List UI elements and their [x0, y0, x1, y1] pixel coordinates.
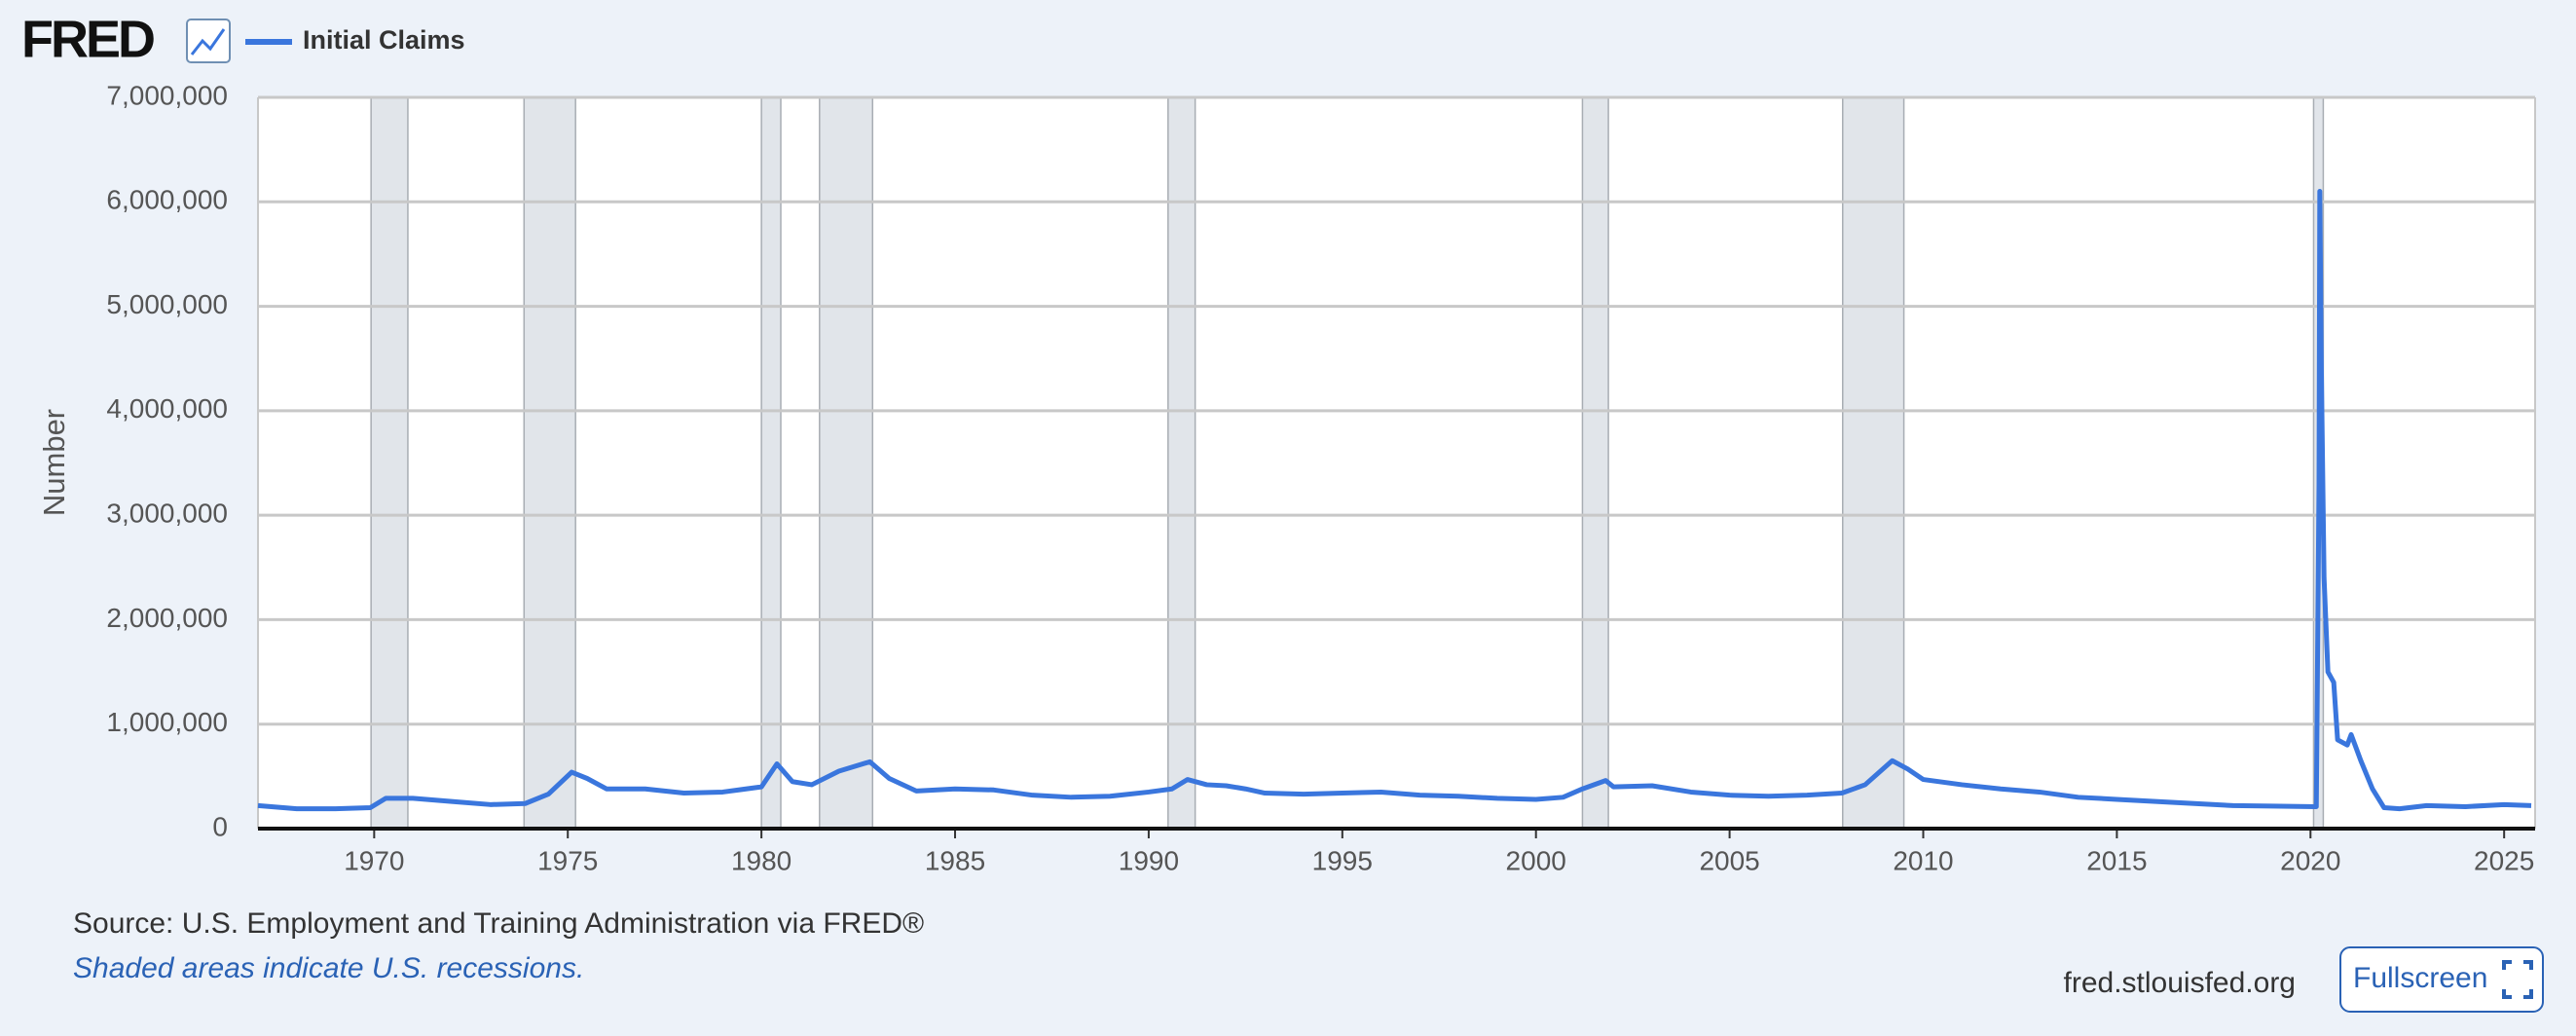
fullscreen-label[interactable]: Fullscreen — [2353, 962, 2487, 994]
y-tick-label: 4,000,000 — [106, 393, 228, 424]
recession-band — [370, 96, 409, 830]
x-tick-label: 1975 — [537, 845, 598, 875]
series-line — [257, 189, 2532, 812]
fullscreen-button[interactable]: Fullscreen — [2339, 946, 2544, 1013]
y-tick-label: 0 — [212, 811, 228, 841]
x-tick-label: 2005 — [1699, 845, 1759, 875]
y-tick-label: 7,000,000 — [106, 80, 228, 110]
y-tick-label: 5,000,000 — [106, 289, 228, 319]
y-tick-label: 1,000,000 — [106, 707, 228, 737]
recession-band — [1581, 96, 1609, 830]
plot-area — [258, 97, 2535, 829]
legend-label: Initial Claims — [303, 25, 465, 55]
x-tick-label: 1985 — [925, 845, 985, 875]
logo: FRED — [21, 10, 154, 68]
y-tick-label: 2,000,000 — [106, 603, 228, 633]
y-tick-label: 6,000,000 — [106, 185, 228, 215]
x-tick-label: 2020 — [2280, 845, 2340, 875]
recession-band — [819, 96, 874, 830]
recession-band — [760, 96, 782, 830]
y-tick-label: 3,000,000 — [106, 499, 228, 529]
recession-band — [1167, 96, 1196, 830]
x-tick-label: 1990 — [1119, 845, 1179, 875]
source: Source: U.S. Employment and Training Adm… — [73, 907, 924, 940]
recession-band — [523, 96, 576, 830]
x-tick-label: 2025 — [2474, 845, 2534, 875]
y-axis-label: Number — [37, 409, 71, 516]
x-tick-label: 1970 — [344, 845, 404, 875]
x-tick-label: 2015 — [2086, 845, 2147, 875]
recession-note: Shaded areas indicate U.S. recessions. — [73, 952, 584, 984]
x-tick-label: 1980 — [731, 845, 791, 875]
x-tick-label: 1995 — [1312, 845, 1373, 875]
x-tick-label: 2000 — [1506, 845, 1566, 875]
site: fred.stlouisfed.org — [2064, 967, 2296, 999]
x-tick-label: 2010 — [1893, 845, 1953, 875]
recession-band — [1842, 96, 1905, 830]
logo-icon — [186, 18, 231, 63]
